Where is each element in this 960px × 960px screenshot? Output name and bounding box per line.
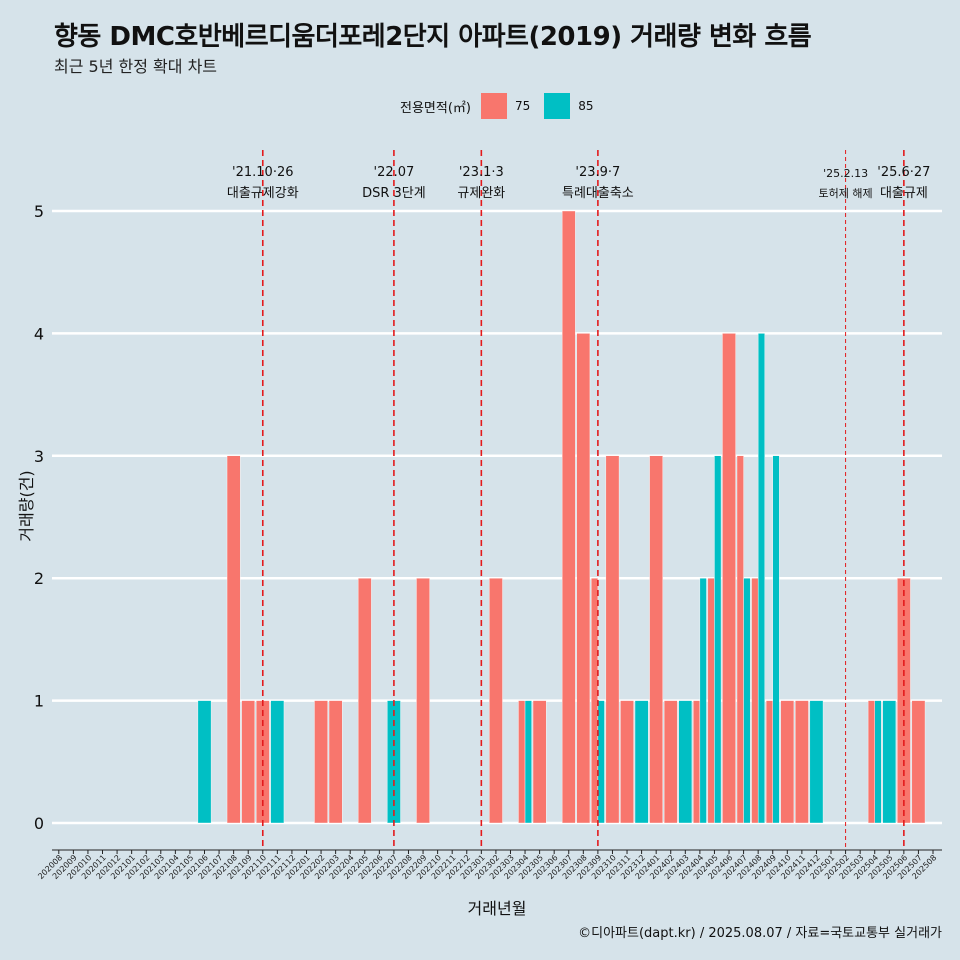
bar-85-202309 (597, 700, 605, 824)
bar-75-202309 (591, 578, 599, 824)
legend-label-85: 85 (578, 99, 594, 113)
bar-75-202109 (241, 700, 256, 824)
event-date-label: '23.9·7 (575, 165, 620, 180)
bar-85-202407 (743, 578, 751, 824)
x-axis-title: 거래년월 (468, 899, 527, 918)
bar-75-202108 (226, 455, 241, 824)
bar-75-202409 (765, 700, 773, 824)
y-tick-label: 5 (34, 202, 44, 221)
y-tick-label: 3 (34, 447, 44, 466)
bar-75-202209 (416, 578, 430, 824)
event-desc-label: 토허제 해제 (819, 186, 873, 200)
bar-85-202405 (714, 455, 722, 824)
legend: 전용면적(㎡) 75 85 (400, 93, 598, 119)
legend-swatch-85 (544, 93, 571, 119)
y-axis-title: 거래량(건) (17, 470, 36, 541)
bar-75-202410 (780, 700, 795, 824)
y-tick-label: 0 (34, 814, 44, 833)
bar-75-202302 (489, 578, 503, 824)
bar-85-202408 (757, 333, 765, 824)
bar-75-202504 (867, 700, 875, 824)
bar-85-202403 (678, 700, 693, 824)
bar-75-202304 (518, 700, 526, 824)
event-desc-label: 대출규제 (880, 186, 928, 201)
bar-75-202406 (722, 333, 736, 824)
event-date-label: '23.1·3 (459, 165, 504, 180)
source-caption: ©디아파트(dapt.kr) / 2025.08.07 / 자료=국토교통부 실… (578, 926, 942, 941)
event-desc-label: 특례대출축소 (562, 186, 634, 201)
y-tick-label: 1 (34, 692, 44, 711)
bar-75-202404 (693, 700, 701, 824)
bar-85-202312 (634, 700, 649, 824)
bar-85-202111 (270, 700, 285, 824)
bar-75-202411 (795, 700, 809, 824)
bar-85-202404 (699, 578, 707, 824)
bar-75-202407 (736, 455, 744, 824)
bar-75-202310 (605, 455, 620, 824)
bar-75-202205 (357, 578, 372, 824)
bar-75-202311 (620, 700, 634, 824)
bar-85-202505 (882, 700, 897, 824)
bar-85-202504 (874, 700, 882, 824)
bar-75-202405 (707, 578, 715, 824)
bar-85-202409 (772, 455, 780, 824)
bar-75-202202 (314, 700, 328, 824)
event-desc-label: 대출규제강화 (227, 186, 299, 201)
legend-label-75: 75 (514, 99, 531, 113)
bar-75-202401 (649, 455, 663, 824)
chart-title: 향동 DMC호반베르디움더포레2단지 아파트(2019) 거래량 변화 흐름 (54, 22, 812, 52)
bar-85-202412 (809, 700, 824, 824)
bar-75-202408 (751, 578, 759, 824)
bar-85-202304 (524, 700, 532, 824)
bar-75-202402 (663, 700, 678, 824)
legend-title: 전용면적(㎡) (400, 100, 471, 116)
chart-subtitle: 최근 5년 한정 확대 차트 (54, 57, 218, 76)
event-desc-label: DSR 3단계 (362, 186, 426, 201)
event-date-label: '22.07 (374, 165, 415, 180)
bar-75-202305 (532, 700, 547, 824)
event-date-label: '25.6·27 (877, 165, 930, 180)
bar-75-202307 (561, 210, 576, 824)
bar-75-202308 (576, 333, 591, 824)
bar-75-202507 (911, 700, 926, 824)
event-date-label: '25.2.13 (823, 167, 868, 180)
event-date-label: '21.10·26 (232, 165, 293, 180)
event-desc-label: 규제완화 (457, 186, 505, 201)
bar-75-202203 (328, 700, 343, 824)
y-tick-label: 4 (34, 324, 44, 343)
legend-swatch-75 (480, 93, 507, 119)
bar-85-202106 (197, 700, 212, 824)
y-tick-label: 2 (34, 569, 44, 588)
